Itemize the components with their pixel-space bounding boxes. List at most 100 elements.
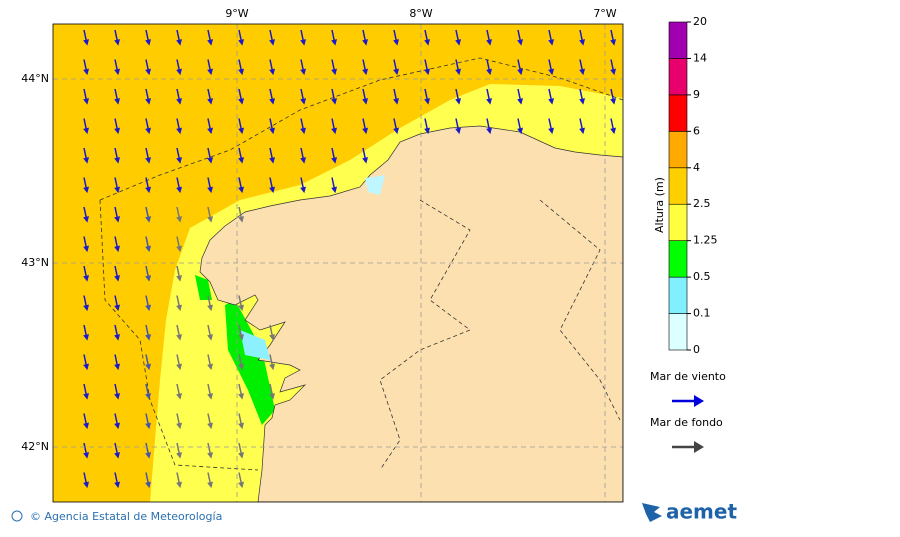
arrow-head (455, 68, 462, 76)
wave-arrow (114, 413, 121, 430)
wave-arrow (83, 236, 90, 253)
arrow-head (207, 393, 214, 400)
arrow-head (207, 363, 214, 371)
arrow-head (300, 127, 307, 135)
arrow-head (207, 304, 214, 312)
wave-arrow (362, 147, 369, 164)
arrow-head (83, 98, 90, 105)
arrow-head (517, 127, 524, 135)
wave-arrow (424, 118, 431, 135)
wave-arrow (424, 29, 431, 46)
arrow-head (114, 216, 121, 223)
arrow-head (269, 363, 276, 371)
arrow-head (176, 393, 183, 400)
arrow-head (83, 127, 90, 135)
wave-arrow (176, 236, 183, 253)
wave-arrow (238, 295, 245, 312)
wave-arrow (331, 118, 338, 135)
wave-arrow (145, 354, 152, 371)
wave-arrow (207, 118, 214, 135)
colorbar-tick-label: 0 (693, 343, 700, 356)
wave-arrow (455, 118, 462, 135)
zone-line (99, 57, 623, 201)
wave-arrow (238, 354, 245, 371)
wave-arrow (238, 147, 245, 164)
wave-arrow (83, 354, 90, 371)
arrow-head (238, 186, 245, 194)
wave-arrow (269, 88, 276, 105)
arrow-head (207, 68, 214, 76)
arrow-head (362, 68, 369, 76)
arrow-head (114, 245, 121, 253)
arrow-head (176, 481, 183, 489)
colorbar-label: Altura (m) (653, 177, 666, 233)
arrow-head (114, 39, 121, 46)
copyright-icon (11, 510, 23, 522)
wave-arrow (207, 206, 214, 223)
arrow-head (486, 127, 493, 135)
arrow-head (176, 422, 183, 430)
arrow-head (145, 216, 152, 223)
arrow-head (145, 186, 152, 194)
wave-arrow (238, 29, 245, 46)
graticule (53, 24, 623, 502)
wave-arrow (176, 147, 183, 164)
wave-arrow (238, 88, 245, 105)
arrow-head (238, 334, 245, 341)
wave-arrow (114, 236, 121, 253)
wave-arrow (517, 59, 524, 76)
wave-arrow (176, 354, 183, 371)
wave-arrow (238, 383, 245, 400)
wave-arrow (300, 177, 307, 194)
wave-arrow (207, 29, 214, 46)
ria (240, 330, 270, 360)
wave-arrow (548, 59, 555, 76)
arrow-head (176, 275, 183, 282)
wave-arrow (145, 383, 152, 400)
arrow-head (83, 363, 90, 371)
colorbar-segment (668, 313, 688, 351)
colorbar-tick-label: 14 (693, 51, 707, 64)
arrow-head (176, 98, 183, 105)
colorbar-tick-label: 1.25 (693, 234, 718, 247)
arrow-head (517, 98, 524, 105)
wave-arrow (393, 118, 400, 135)
arrow-head (610, 98, 617, 105)
wave-arrow (393, 59, 400, 76)
arrow-head (114, 304, 121, 312)
arrow-head (238, 127, 245, 135)
arrow-head (145, 481, 152, 489)
arrow-head (579, 127, 586, 135)
wave-arrow (114, 59, 121, 76)
arrow-head (238, 157, 245, 164)
colorbar-segment (668, 131, 688, 169)
arrow-head (424, 98, 431, 105)
arrow-head (424, 39, 431, 46)
wave-arrow (176, 413, 183, 430)
arrow-head (145, 39, 152, 46)
arrow-head (269, 127, 276, 135)
arrow-head (145, 98, 152, 105)
arrow-head (207, 98, 214, 105)
arrow-head (455, 127, 462, 135)
wave-arrow (331, 59, 338, 76)
wave-arrow (238, 118, 245, 135)
arrow-head (238, 422, 245, 430)
arrow-head (486, 68, 493, 76)
wave-arrow (486, 29, 493, 46)
wave-arrow (610, 118, 617, 135)
arrow-head (207, 334, 214, 341)
wave-arrow (579, 59, 586, 76)
zone-line (99, 199, 259, 471)
wave-arrow (517, 118, 524, 135)
wave-arrow (145, 472, 152, 489)
arrow-head (579, 39, 586, 46)
arrow-head (176, 245, 183, 253)
wave-arrow (145, 413, 152, 430)
arrow-head (548, 127, 555, 135)
legend: Mar de viento Mar de fondo (650, 370, 726, 453)
wave-arrow (145, 265, 152, 282)
lat-label: 43°N (21, 256, 49, 269)
wave-arrow (238, 177, 245, 194)
wave-arrow (300, 59, 307, 76)
